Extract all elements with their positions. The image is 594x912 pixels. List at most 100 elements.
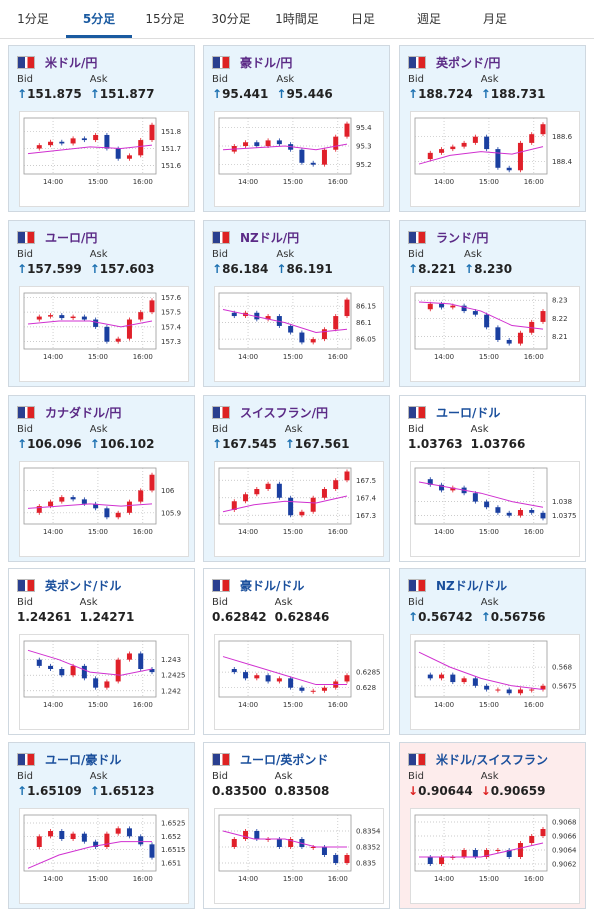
x-tick-label: 14:00 xyxy=(238,353,258,361)
ask-label: Ask xyxy=(79,597,98,608)
quote-card[interactable]: 豪ドル/ドル Bid Ask 0.62842 0.62846 0.628 0.6285 14:… xyxy=(203,568,390,735)
mini-chart: 95.2 95.3 95.4 14:00 15:00 16:00 xyxy=(218,117,372,186)
quote-card[interactable]: 豪ドル/円 Bid Ask ↑95.441 ↑95.446 95.2 95.3 95.4 14:… xyxy=(203,45,390,212)
quote-card[interactable]: スイスフラン/円 Bid Ask ↑167.545 ↑167.561 167.3 167.4… xyxy=(203,395,390,562)
ask-value: 0.83508 xyxy=(274,784,330,798)
card-header: ユーロ/豪ドル xyxy=(17,751,121,768)
tab[interactable]: 1時間足 xyxy=(275,12,319,26)
flag-icon xyxy=(212,753,230,766)
chart-box: 0.9062 0.9064 0.9066 0.9068 14:00 15:00 16:00 xyxy=(410,808,580,904)
tab-bar: 1分足 5分足 15分足 30分足 1時間足 日足 週足 月足 xyxy=(0,0,594,39)
bid-price: 0.83500 xyxy=(212,784,267,798)
tab[interactable]: 月足 xyxy=(482,12,507,26)
ask-label: Ask xyxy=(480,74,499,85)
x-tick-label: 14:00 xyxy=(43,178,63,186)
candle xyxy=(472,136,478,143)
x-tick-label: 16:00 xyxy=(328,701,348,709)
quote-card[interactable]: ユーロ/ドル Bid Ask 1.03763 1.03766 1.0375 1.038 14:… xyxy=(399,395,586,562)
tab[interactable]: 週足 xyxy=(416,12,441,26)
flag-icon xyxy=(17,753,35,766)
trend-arrow: ↑ xyxy=(89,437,100,451)
candle xyxy=(126,501,132,513)
quote-card[interactable]: ユーロ/豪ドル Bid Ask ↑1.65109 ↑1.65123 1.651 1.6515… xyxy=(8,742,195,909)
candle xyxy=(276,483,282,498)
candle xyxy=(495,327,501,340)
tab[interactable]: 1分足 xyxy=(17,12,49,26)
candle xyxy=(439,303,445,308)
flag-icon xyxy=(408,579,426,592)
quote-card[interactable]: NZドル/ドル Bid Ask ↑0.56742 ↑0.56756 0.5675 0.568… xyxy=(399,568,586,735)
ask-label: Ask xyxy=(89,249,108,260)
x-tick-label: 16:00 xyxy=(133,528,153,536)
candle xyxy=(254,675,260,679)
candle xyxy=(321,847,327,855)
quote-card[interactable]: カナダドル/円 Bid Ask ↑106.096 ↑106.102 105.9 106 14:… xyxy=(8,395,195,562)
trend-arrow: ↑ xyxy=(89,784,100,798)
candle xyxy=(299,332,305,343)
y-tick-label: 1.6525 xyxy=(161,820,186,828)
bid-price: ↑167.545 xyxy=(212,437,277,451)
bid-price: 1.24261 xyxy=(17,610,72,624)
plot-frame xyxy=(23,117,157,175)
candle xyxy=(529,836,535,843)
bid-price: ↑1.65109 xyxy=(17,784,82,798)
moving-average xyxy=(27,841,152,869)
candle xyxy=(427,152,433,160)
candle xyxy=(36,316,42,320)
candle xyxy=(104,134,110,149)
quote-card[interactable]: ランド/円 Bid Ask ↑8.221 ↑8.230 8.21 8.22 8.23 14:00… xyxy=(399,220,586,387)
x-tick-label: 14:00 xyxy=(43,528,63,536)
tab[interactable]: 日足 xyxy=(350,12,375,26)
quote-card[interactable]: 英ポンド/円 Bid Ask ↑188.724 ↑188.731 188.4 188.6 14… xyxy=(399,45,586,212)
x-tick-label: 14:00 xyxy=(434,178,454,186)
plot-frame xyxy=(414,814,548,872)
chart-box: 188.4 188.6 14:00 15:00 16:00 xyxy=(410,111,580,207)
y-tick-label: 157.5 xyxy=(161,309,181,317)
candle xyxy=(344,299,350,317)
trend-arrow: ↑ xyxy=(408,262,419,276)
bid-price: ↑95.441 xyxy=(212,87,268,101)
price-grid: Bid Ask ↑1.65109 ↑1.65123 xyxy=(17,771,154,798)
quote-card[interactable]: NZドル/円 Bid Ask ↑86.184 ↑86.191 86.05 86.1 86.15… xyxy=(203,220,390,387)
candle xyxy=(254,142,260,146)
plot-frame xyxy=(23,814,157,872)
tab[interactable]: 15分足 xyxy=(145,12,185,26)
card-header: NZドル/円 xyxy=(212,229,299,246)
ask-label: Ask xyxy=(480,771,499,782)
candle xyxy=(265,316,271,320)
flag-icon xyxy=(212,231,230,244)
y-tick-label: 86.1 xyxy=(356,319,372,327)
candle xyxy=(310,497,316,512)
tab[interactable]: 30分足 xyxy=(211,12,251,26)
flag-icon xyxy=(212,579,230,592)
x-tick-label: 14:00 xyxy=(43,875,63,883)
quote-card[interactable]: ユーロ/円 Bid Ask ↑157.599 ↑157.603 157.3 157.4 157… xyxy=(8,220,195,387)
candle xyxy=(276,678,282,682)
bid-value: 0.90644 xyxy=(418,784,473,798)
quote-card[interactable]: 英ポンド/ドル Bid Ask 1.24261 1.24271 1.242 1.2425 1.… xyxy=(8,568,195,735)
candle xyxy=(93,678,99,688)
candle xyxy=(461,305,467,312)
x-tick-label: 15:00 xyxy=(88,353,108,361)
ask-value: 1.03766 xyxy=(470,437,526,451)
flag-icon xyxy=(17,406,35,419)
mini-chart: 1.651 1.6515 1.652 1.6525 14:00 15:00 16:00 xyxy=(23,814,186,883)
candle xyxy=(254,831,260,839)
x-tick-label: 14:00 xyxy=(43,701,63,709)
pair-name: スイスフラン/円 xyxy=(240,406,329,420)
quote-card[interactable]: ユーロ/英ポンド Bid Ask 0.83500 0.83508 0.835 0.8352 0… xyxy=(203,742,390,909)
y-tick-label: 167.3 xyxy=(356,512,376,520)
plot-frame xyxy=(414,117,548,175)
candle xyxy=(472,493,478,502)
bid-value: 8.221 xyxy=(418,262,457,276)
chart-box: 167.3 167.4 167.5 14:00 15:00 16:00 xyxy=(214,461,384,557)
y-tick-label: 95.4 xyxy=(356,124,372,132)
tab[interactable]: 5分足 xyxy=(66,0,132,38)
quote-card[interactable]: 米ドル/円 Bid Ask ↑151.875 ↑151.877 151.6 151.7 151… xyxy=(8,45,195,212)
x-tick-label: 14:00 xyxy=(434,701,454,709)
ask-value: 188.731 xyxy=(490,87,546,101)
card-header: 英ポンド/円 xyxy=(408,54,500,71)
quote-card[interactable]: 米ドル/スイスフラン Bid Ask ↓0.90644 ↓0.90659 0.9062 0.… xyxy=(399,742,586,909)
candle xyxy=(36,145,42,149)
x-tick-label: 16:00 xyxy=(133,875,153,883)
